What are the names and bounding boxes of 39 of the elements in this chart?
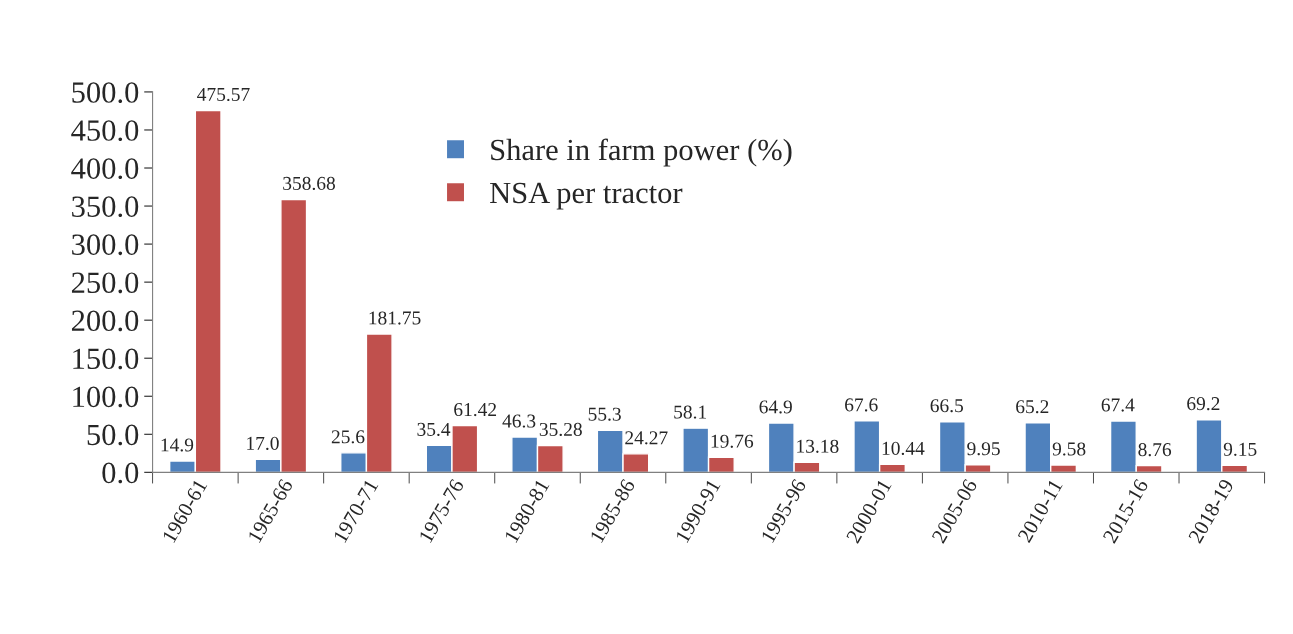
data-label: 181.75 [369, 311, 421, 325]
data-label: 10.44 [882, 441, 925, 455]
data-label: 14.9 [161, 438, 194, 452]
data-label: 65.2 [1016, 400, 1049, 414]
data-label: 25.6 [331, 430, 365, 444]
y-tick-label: 0.0 [102, 462, 139, 484]
data-label: 9.58 [1052, 442, 1086, 456]
data-label: 69.2 [1187, 397, 1220, 411]
y-tick-label: 50.0 [87, 424, 139, 446]
y-tick-label: 300.0 [72, 234, 139, 256]
data-label: 35.28 [539, 422, 582, 437]
y-tick-label: 500.0 [72, 82, 139, 103]
data-label: 24.27 [625, 431, 668, 445]
data-label: 13.18 [797, 439, 839, 453]
data-label: 66.5 [930, 399, 964, 413]
legend-label: NSA per tractor [490, 182, 683, 210]
data-label: 64.9 [759, 400, 792, 414]
y-tick-label: 150.0 [73, 348, 139, 370]
data-label: 67.6 [845, 398, 878, 412]
data-label: 17.0 [247, 436, 279, 450]
data-label: 58.1 [674, 405, 707, 419]
data-label: 67.4 [1101, 398, 1135, 412]
y-tick-label: 100.0 [73, 386, 139, 408]
legend-label: Share in farm power (%) [491, 138, 792, 167]
y-tick-label: 400.0 [71, 158, 139, 180]
data-label: 8.76 [1138, 443, 1172, 457]
data-label: 61.42 [454, 403, 497, 417]
data-label: 55.3 [588, 407, 621, 421]
y-tick-label: 200.0 [71, 310, 139, 332]
data-label: 19.76 [711, 434, 754, 448]
data-label: 35.4 [417, 422, 451, 436]
y-tick-label: 450.0 [71, 120, 139, 142]
data-label: 9.95 [967, 442, 1000, 456]
data-label: 475.57 [197, 88, 250, 102]
y-tick-label: 350.0 [72, 196, 139, 218]
data-label: 46.3 [502, 414, 536, 428]
y-tick-label: 250.0 [71, 272, 139, 294]
data-label: 9.15 [1223, 442, 1257, 456]
data-label: 358.68 [283, 176, 335, 191]
